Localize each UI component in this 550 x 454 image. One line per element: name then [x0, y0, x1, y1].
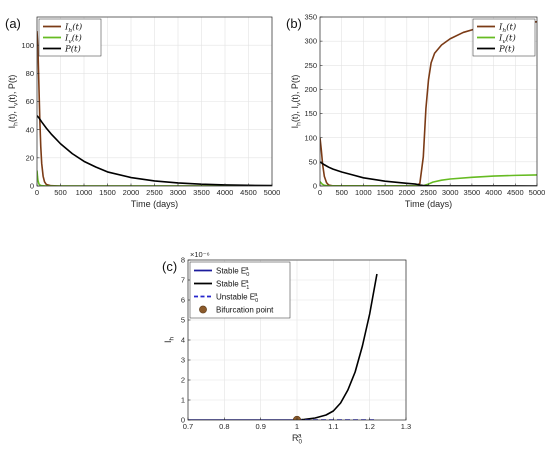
y-axis-label: Ih(t), Iv(t), P(t) [7, 75, 20, 129]
legend-marker [199, 305, 207, 314]
x-tick-label: 1 [295, 422, 299, 431]
legend-label: Stable E1a [216, 279, 249, 291]
x-tick-label: 0.9 [255, 422, 265, 431]
x-tick-label: 4000 [485, 188, 502, 197]
x-tick-label: 5000 [264, 188, 281, 197]
series-line [320, 174, 537, 186]
y-tick-label: 150 [304, 109, 317, 118]
y-tick-label: 20 [26, 153, 34, 162]
y-tick-label: 6 [181, 296, 185, 305]
x-tick-label: 1500 [99, 188, 116, 197]
x-tick-label: 500 [335, 188, 348, 197]
x-tick-label: 4000 [217, 188, 234, 197]
y-tick-label: 0 [313, 182, 317, 191]
y-tick-label: 250 [304, 61, 317, 70]
x-tick-label: 2500 [420, 188, 437, 197]
x-tick-label: 1.2 [364, 422, 374, 431]
x-tick-label: 2000 [123, 188, 140, 197]
x-tick-label: 4500 [240, 188, 257, 197]
x-tick-label: 1000 [76, 188, 93, 197]
y-tick-label: 100 [304, 133, 317, 142]
y-tick-label: 0 [181, 416, 185, 425]
x-tick-label: 4500 [507, 188, 524, 197]
x-tick-label: 3500 [193, 188, 210, 197]
y-axis-label: Ih [163, 337, 176, 344]
y-tick-label: 50 [309, 157, 317, 166]
x-tick-label: 0 [318, 188, 322, 197]
x-tick-label: 1500 [377, 188, 394, 197]
panel-label: (c) [162, 259, 177, 274]
legend: Ih(t)Iv(t)P(t) [472, 18, 536, 57]
legend: Ih(t)Iv(t)P(t) [38, 18, 102, 57]
legend-label: Bifurcation point [216, 306, 274, 315]
x-tick-label: 0.8 [219, 422, 229, 431]
chart-panel: 0.7 0.8 0.9 1 1.1 1.2 1.3 0 1 2 3 4 5 6 7 8 ×10⁻⁶ R0a Ih (c… [162, 250, 411, 446]
legend-label: P(t) [498, 44, 515, 55]
y-exponent-label: ×10⁻⁶ [190, 250, 210, 259]
x-tick-label: 5000 [529, 188, 546, 197]
x-axis-label: Time (days) [131, 199, 178, 209]
x-axis-label: R0a [292, 433, 303, 446]
y-tick-label: 60 [26, 97, 34, 106]
series-line [37, 115, 272, 186]
x-tick-label: 2500 [146, 188, 163, 197]
x-tick-label: 3000 [170, 188, 187, 197]
legend-label: P(t) [64, 44, 81, 55]
y-tick-label: 350 [304, 13, 317, 22]
y-tick-label: 8 [181, 256, 185, 265]
x-tick-label: 1000 [355, 188, 372, 197]
legend-label: Ih(t) [498, 22, 516, 35]
x-tick-label: 3500 [464, 188, 481, 197]
legend-label: Iv(t) [498, 33, 516, 46]
y-tick-label: 5 [181, 316, 185, 325]
y-tick-label: 200 [304, 85, 317, 94]
x-axis-label: Time (days) [405, 199, 452, 209]
y-axis-label: Ih(t), Iv(t), P(t) [290, 75, 303, 129]
panel-label: (b) [286, 16, 302, 31]
y-tick-label: 2 [181, 376, 185, 385]
legend-label: Ih(t) [64, 22, 82, 35]
y-tick-label: 300 [304, 37, 317, 46]
x-tick-label: 3000 [442, 188, 459, 197]
y-tick-label: 3 [181, 356, 185, 365]
y-tick-label: 1 [181, 396, 185, 405]
x-tick-label: 500 [54, 188, 67, 197]
chart-panel: 0 500 1000 1500 2000 2500 3000 3500 4000 4500 5000… [286, 13, 545, 209]
series-line [296, 273, 378, 420]
y-tick-label: 100 [21, 41, 34, 50]
x-tick-label: 1.1 [328, 422, 338, 431]
x-tick-label: 0.7 [183, 422, 193, 431]
legend-label: Stable E0a [216, 266, 249, 278]
x-tick-label: 1.3 [401, 422, 411, 431]
y-tick-label: 80 [26, 69, 34, 78]
legend-label: Unstable E0a [216, 292, 258, 304]
y-tick-label: 0 [30, 182, 34, 191]
y-tick-label: 40 [26, 125, 34, 134]
x-tick-label: 2000 [398, 188, 415, 197]
legend-label: Iv(t) [64, 33, 82, 46]
series-line [320, 21, 537, 186]
panel-label: (a) [5, 16, 21, 31]
y-tick-label: 4 [181, 336, 185, 345]
chart-panel: 0 500 1000 1500 2000 2500 3000 3500 4000 4500 5000… [5, 16, 280, 209]
x-tick-label: 0 [35, 188, 39, 197]
y-tick-label: 7 [181, 276, 185, 285]
